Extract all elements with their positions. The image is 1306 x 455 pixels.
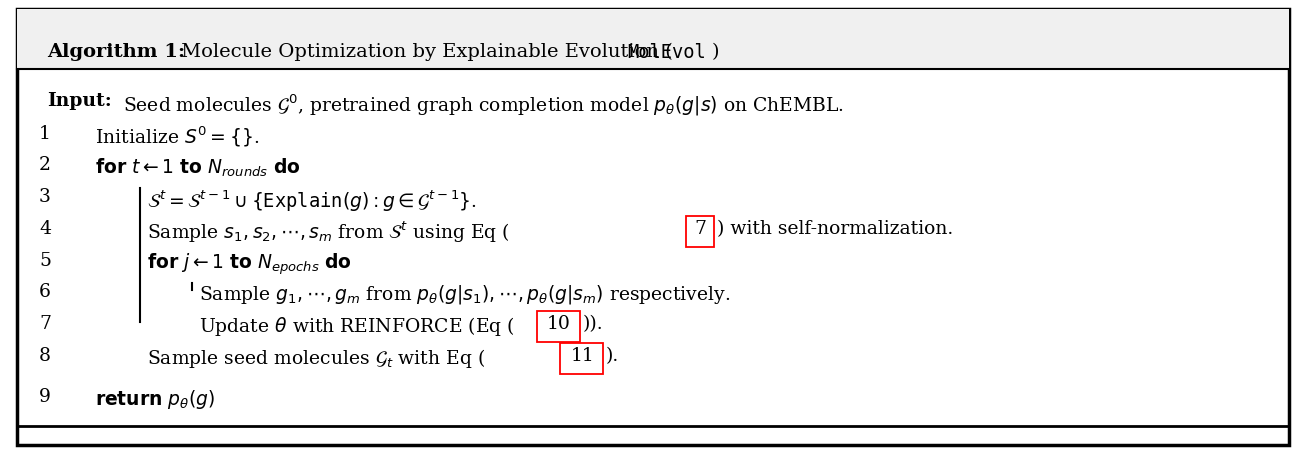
Text: 4: 4 (39, 219, 51, 238)
Text: $\mathbf{for}$ $t \leftarrow 1$ $\mathbf{to}$ $N_{rounds}$ $\mathbf{do}$: $\mathbf{for}$ $t \leftarrow 1$ $\mathbf… (95, 156, 300, 178)
Text: Seed molecules $\mathcal{G}^0$, pretrained graph completion model $p_\theta(g|s): Seed molecules $\mathcal{G}^0$, pretrain… (123, 92, 844, 117)
FancyBboxPatch shape (17, 10, 1289, 445)
Text: 7: 7 (39, 314, 51, 332)
Text: Sample $g_1, \cdots, g_m$ from $p_\theta(g|s_1), \cdots, p_\theta(g|s_m)$ respec: Sample $g_1, \cdots, g_m$ from $p_\theta… (200, 283, 731, 306)
Text: ) with self-normalization.: ) with self-normalization. (717, 219, 953, 238)
FancyBboxPatch shape (17, 10, 1289, 70)
Text: Input:: Input: (47, 92, 112, 110)
Text: 5: 5 (39, 251, 51, 269)
Text: Update $\theta$ with REINFORCE (Eq (: Update $\theta$ with REINFORCE (Eq ( (200, 314, 515, 337)
Text: $\mathbf{for}$ $j \leftarrow 1$ $\mathbf{to}$ $N_{epochs}$ $\mathbf{do}$: $\mathbf{for}$ $j \leftarrow 1$ $\mathbf… (148, 251, 353, 277)
Text: 3: 3 (39, 188, 51, 206)
Text: Sample $s_1, s_2, \cdots, s_m$ from $\mathcal{S}^t$ using Eq (: Sample $s_1, s_2, \cdots, s_m$ from $\ma… (148, 219, 511, 245)
Text: Algorithm 1:: Algorithm 1: (47, 43, 185, 61)
Text: ): ) (712, 43, 720, 61)
Text: Sample seed molecules $\mathcal{G}_t$ with Eq (: Sample seed molecules $\mathcal{G}_t$ wi… (148, 346, 486, 369)
Text: ).: ). (606, 346, 619, 364)
Text: )).: )). (582, 314, 603, 332)
Text: MolEvol: MolEvol (627, 43, 705, 62)
Text: 7: 7 (693, 219, 707, 238)
Text: $\mathbf{return}$ $p_\theta(g)$: $\mathbf{return}$ $p_\theta(g)$ (95, 387, 215, 410)
Text: Molecule Optimization by Explainable Evolution (: Molecule Optimization by Explainable Evo… (175, 43, 673, 61)
Text: 9: 9 (39, 387, 51, 404)
Text: 2: 2 (39, 156, 51, 174)
Text: $\mathcal{S}^t = \mathcal{S}^{t-1} \cup \{\mathtt{Explain}(g) : g \in \mathcal{G: $\mathcal{S}^t = \mathcal{S}^{t-1} \cup … (148, 188, 477, 213)
Text: 6: 6 (39, 283, 51, 301)
Text: 10: 10 (547, 314, 571, 332)
Text: 8: 8 (39, 346, 51, 364)
Text: 11: 11 (571, 346, 594, 364)
Text: 1: 1 (39, 124, 51, 142)
Text: Initialize $S^0 = \{\}$.: Initialize $S^0 = \{\}$. (95, 124, 260, 149)
